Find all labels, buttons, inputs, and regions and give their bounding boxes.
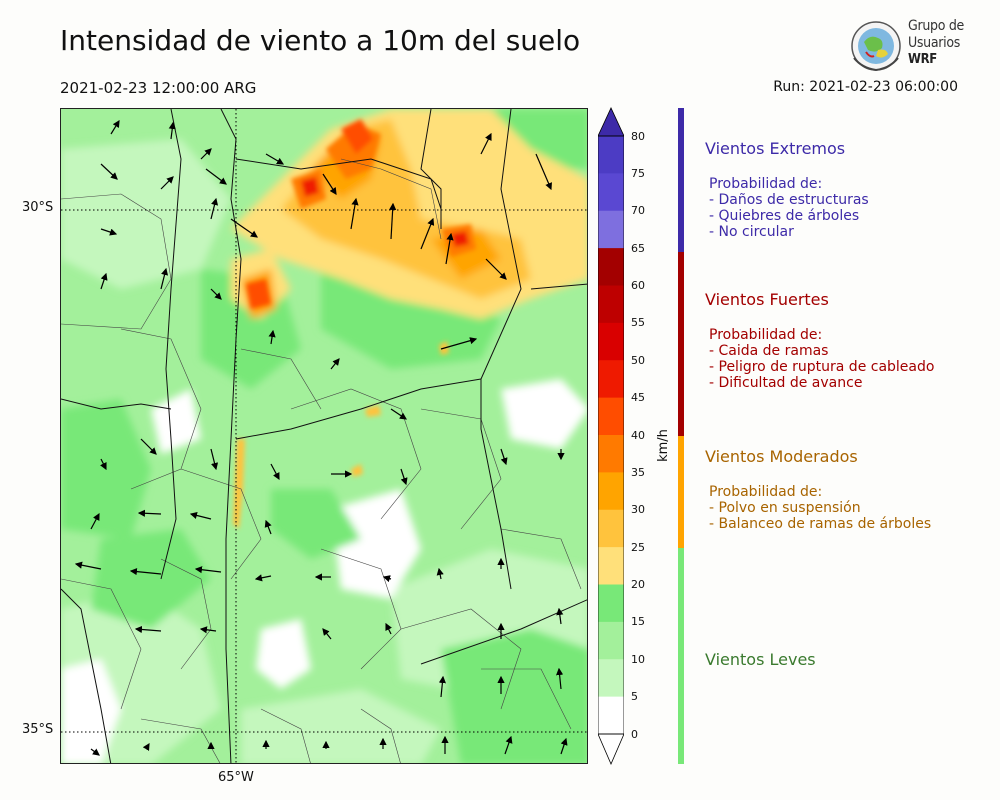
colorbar-segment <box>598 547 624 585</box>
logo-text-line1: Grupo de <box>908 18 964 34</box>
category-bar-extremos <box>678 108 684 252</box>
wind-high-speed-cores <box>233 119 476 529</box>
category-subtitle: Probabilidad de: <box>709 327 823 343</box>
colorbar-segment <box>598 472 624 511</box>
graticule <box>61 109 587 763</box>
category-bar-fuertes <box>678 252 684 436</box>
colorbar-tick-label: 15 <box>631 615 645 629</box>
colorbar-tick-label: 60 <box>631 279 645 292</box>
colorbar-segment <box>598 696 624 735</box>
category-bar-moderados <box>678 436 684 548</box>
wind-field-svg <box>61 109 587 763</box>
wind-arrows <box>74 119 568 756</box>
lat-label-30s: 30°S <box>22 200 54 215</box>
lon-label-65w: 65°W <box>218 770 254 785</box>
category-title: Vientos Moderados <box>705 447 858 466</box>
logo-text-line2: Usuarios <box>908 35 961 51</box>
wrf-logo: Grupo de Usuarios WRF <box>848 18 968 74</box>
colorbar-tick-label: 35 <box>631 465 645 479</box>
colorbar-segment <box>598 285 624 324</box>
category-item: - Caida de ramas <box>709 343 829 359</box>
colorbar-segment <box>598 248 624 286</box>
department-borders <box>61 158 582 763</box>
colorbar-segment <box>598 210 624 249</box>
colorbar-segment <box>598 360 624 399</box>
category-title: Vientos Leves <box>705 650 816 669</box>
colorbar-tick-label: 65 <box>631 241 645 255</box>
valid-time: 2021-02-23 12:00:00 ARG <box>60 79 257 97</box>
colorbar-tick-label: 70 <box>631 204 645 218</box>
colorbar-tick-label: 0 <box>631 727 638 741</box>
colorbar-tick-label: 20 <box>631 578 645 591</box>
colorbar <box>598 107 624 766</box>
colorbar-tick-label: 25 <box>631 540 645 554</box>
colorbar-top-arrow <box>598 107 624 137</box>
category-title: Vientos Extremos <box>705 139 846 158</box>
colorbar-tick-label: 75 <box>631 166 645 180</box>
category-fuertes: Vientos Fuertes Probabilidad de: - Caida… <box>705 290 934 391</box>
chart-title: Intensidad de viento a 10m del suelo <box>60 24 581 57</box>
category-item: - Dificultad de avance <box>709 375 863 391</box>
colorbar-segment <box>598 509 624 548</box>
logo-text-line3: WRF <box>908 52 938 67</box>
category-extremos: Vientos Extremos Probabilidad de: - Daño… <box>705 139 869 240</box>
colorbar-tick-label: 45 <box>631 391 645 405</box>
colorbar-segment <box>598 322 624 361</box>
category-bar-leves <box>678 548 684 764</box>
province-borders <box>61 109 587 763</box>
colorbar-segment <box>598 659 624 698</box>
wind-map <box>60 108 588 764</box>
lat-label-35s: 35°S <box>22 722 54 737</box>
colorbar-bottom-arrow <box>598 733 624 766</box>
category-item: - Balanceo de ramas de árboles <box>709 516 932 532</box>
category-item: - Peligro de ruptura de cableado <box>709 359 935 375</box>
colorbar-segment <box>598 435 624 473</box>
category-subtitle: Probabilidad de: <box>709 176 823 192</box>
globe-icon <box>851 21 901 72</box>
category-moderados: Vientos Moderados Probabilidad de: - Pol… <box>705 447 931 532</box>
category-title: Vientos Fuertes <box>705 290 829 309</box>
colorbar-tick-label: 80 <box>631 129 645 143</box>
colorbar-segment <box>598 584 624 623</box>
run-time: Run: 2021-02-23 06:00:00 <box>773 79 958 95</box>
category-item: - No circular <box>709 224 794 240</box>
colorbar-tick-label: 10 <box>631 652 645 666</box>
colorbar-tick-label: 55 <box>631 316 645 330</box>
colorbar-segment <box>598 397 624 436</box>
colorbar-tick-label: 40 <box>631 428 645 442</box>
colorbar-tick-label: 30 <box>631 503 645 517</box>
colorbar-segment <box>598 173 624 212</box>
category-subtitle: Probabilidad de: <box>709 484 823 500</box>
colorbar-segment <box>598 136 624 174</box>
category-leves: Vientos Leves <box>705 650 816 669</box>
category-item: - Daños de estructuras <box>709 192 869 208</box>
category-item: - Polvo en suspensión <box>709 500 861 516</box>
colorbar-tick-label: 50 <box>631 353 645 367</box>
colorbar-segment <box>598 621 624 660</box>
colorbar-tick-label: 5 <box>631 690 638 704</box>
colorbar-unit: km/h <box>655 429 671 462</box>
category-item: - Quiebres de árboles <box>709 208 860 224</box>
